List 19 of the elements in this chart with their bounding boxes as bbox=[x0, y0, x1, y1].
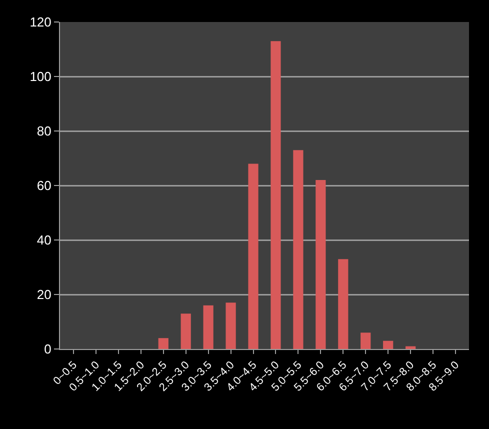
y-tick-label: 60 bbox=[36, 178, 52, 194]
bar bbox=[158, 338, 168, 349]
y-tick-label: 120 bbox=[30, 14, 52, 30]
bar bbox=[360, 332, 371, 349]
y-tick-label: 40 bbox=[36, 232, 52, 248]
bar bbox=[270, 41, 281, 349]
bar bbox=[338, 259, 348, 349]
bar bbox=[406, 346, 416, 349]
bar bbox=[226, 302, 236, 349]
bar bbox=[203, 305, 214, 349]
bar bbox=[248, 164, 258, 349]
bar bbox=[293, 150, 304, 349]
y-tick-label: 0 bbox=[44, 342, 52, 357]
y-tick-label: 80 bbox=[36, 124, 52, 139]
bar bbox=[316, 180, 326, 349]
y-tick-label: 20 bbox=[36, 287, 52, 302]
y-tick-label: 100 bbox=[30, 69, 52, 84]
bar bbox=[180, 314, 191, 349]
bar bbox=[383, 340, 394, 349]
